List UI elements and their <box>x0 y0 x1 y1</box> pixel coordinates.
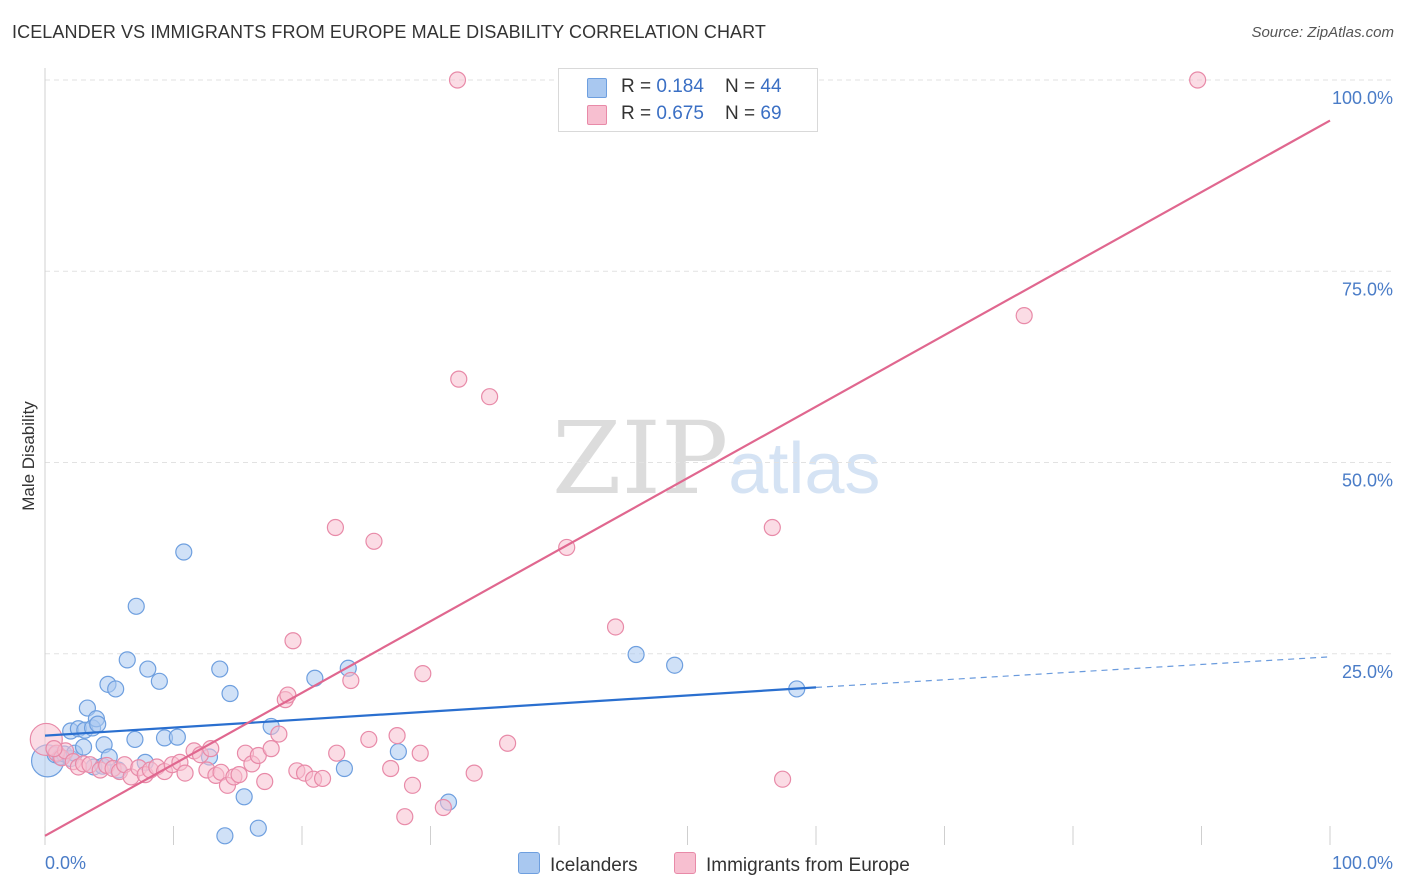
legend: R = 0.184 N = 44 R = 0.675 N = 69 <box>558 68 818 132</box>
chart-title: ICELANDER VS IMMIGRANTS FROM EUROPE MALE… <box>12 22 767 42</box>
icelander-point <box>107 680 125 698</box>
immigrant-point <box>465 764 483 782</box>
icelander-point <box>335 759 354 778</box>
immigrant-point <box>388 727 406 745</box>
bottom-legend-label-immigrants: Immigrants from Europe <box>706 855 910 876</box>
immigrant-point <box>606 618 625 636</box>
immigrant-point <box>403 776 422 794</box>
legend-n-value: 44 <box>760 76 782 97</box>
icelander-point <box>306 669 324 687</box>
immigrant-point <box>434 798 452 817</box>
icelander-point <box>74 738 93 756</box>
y-axis-title: Male Disability <box>19 401 38 511</box>
immigrant-point <box>365 532 383 550</box>
bottom-legend-swatch-blue <box>518 852 540 874</box>
immigrant-point <box>342 671 360 690</box>
y-tick-label: 75.0% <box>1342 279 1393 299</box>
immigrant-point <box>763 518 781 537</box>
icelander-point <box>168 728 186 746</box>
x-tick-label: 0.0% <box>45 853 86 873</box>
immigrant-point <box>396 808 414 826</box>
bottom-legend-icelanders: Icelanders <box>518 852 638 876</box>
immigrant-point <box>414 665 432 683</box>
immigrant-point <box>1189 71 1207 89</box>
immigrant-point <box>45 740 63 758</box>
legend-n-label: N = <box>725 103 761 124</box>
x-tick-label: 100.0% <box>1332 853 1393 873</box>
icelander-point <box>89 715 107 733</box>
immigrant-point <box>256 772 274 791</box>
icelander-point <box>127 597 145 615</box>
icelanders-trend-extension <box>815 656 1331 689</box>
legend-r-value: 0.675 <box>656 103 704 124</box>
legend-text-icelanders: R = 0.184 N = 44 <box>621 76 782 98</box>
icelander-point <box>249 819 267 837</box>
icelander-point <box>216 827 234 845</box>
legend-r-label: R = <box>621 103 657 124</box>
y-tick-label: 100.0% <box>1332 88 1393 108</box>
immigrant-point <box>382 759 400 778</box>
immigrant-point <box>262 740 280 758</box>
immigrant-point <box>411 744 429 762</box>
legend-n-label: N = <box>725 76 761 97</box>
immigrant-point <box>481 388 499 406</box>
source-label: Source: ZipAtlas.com <box>1251 24 1394 41</box>
immigrants-trend-line <box>44 119 1331 837</box>
immigrant-point <box>230 766 248 784</box>
y-tick-label: 25.0% <box>1342 662 1393 682</box>
immigrant-point <box>326 518 345 537</box>
icelander-point <box>627 645 645 664</box>
icelander-point <box>235 788 253 806</box>
legend-swatch-blue <box>587 78 607 98</box>
immigrant-point <box>313 769 332 788</box>
legend-swatch-pink <box>587 105 607 125</box>
bottom-legend-swatch-pink <box>674 852 696 874</box>
legend-r-value: 0.184 <box>656 76 704 97</box>
legend-n-value: 69 <box>760 103 782 124</box>
watermark-zip: ZIP <box>552 400 729 517</box>
icelander-point <box>666 656 684 674</box>
immigrant-point <box>270 725 288 743</box>
icelander-point <box>211 660 229 678</box>
icelander-point <box>118 651 136 669</box>
legend-r-label: R = <box>621 76 657 97</box>
icelander-point <box>221 684 239 703</box>
bottom-legend-immigrants: Immigrants from Europe <box>674 852 910 876</box>
icelander-point <box>126 730 144 749</box>
immigrant-point <box>284 632 302 650</box>
y-tick-label: 50.0% <box>1342 471 1393 491</box>
immigrant-point <box>176 764 194 782</box>
bottom-legend-label-icelanders: Icelanders <box>550 855 638 876</box>
immigrant-point <box>360 730 378 749</box>
icelander-point <box>139 660 157 678</box>
icelander-point <box>150 672 168 690</box>
icelanders-trend-line <box>44 686 817 737</box>
immigrant-point <box>499 734 517 752</box>
icelander-point <box>175 543 193 561</box>
immigrant-point <box>1015 307 1033 325</box>
legend-text-immigrants: R = 0.675 N = 69 <box>621 103 782 125</box>
immigrant-point <box>448 71 467 89</box>
immigrant-point <box>328 744 346 762</box>
immigrant-point <box>450 370 468 388</box>
icelander-point <box>389 743 407 761</box>
immigrant-point <box>773 770 792 788</box>
